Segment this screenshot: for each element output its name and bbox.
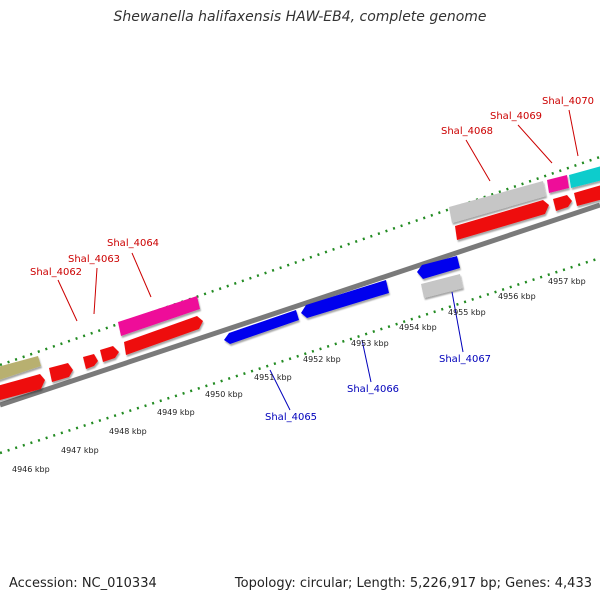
cds-reverse-4066: [301, 280, 389, 318]
cds-forward-4068: [455, 200, 549, 240]
label-line-4066: [361, 339, 372, 383]
kbp-label-4948: 4948 kbp: [109, 427, 147, 436]
cds-forward-small-4069: [553, 195, 572, 211]
label-line-4065: [269, 369, 291, 411]
label-line-4064: [131, 252, 152, 298]
accession-text: Accession: NC_010334: [9, 576, 157, 591]
cds-reverse-4065: [224, 310, 299, 344]
forward-features: [0, 166, 600, 401]
gene-label-shal-4065[interactable]: Shal_4065: [265, 412, 317, 423]
gene-label-shal-4070[interactable]: Shal_4070: [542, 96, 594, 107]
gene-label-shal-4069[interactable]: Shal_4069: [490, 111, 542, 122]
kbp-label-4955: 4955 kbp: [448, 308, 486, 317]
label-line-4067: [451, 291, 464, 353]
gene-label-shal-4066[interactable]: Shal_4066: [347, 384, 399, 395]
cds-pink-4064: [118, 296, 200, 336]
cds-forward-small-2: [83, 354, 98, 369]
cds-forward-4062-left: [0, 374, 45, 401]
label-line-4070: [568, 109, 579, 157]
backbone: [0, 202, 600, 408]
gene-label-shal-4068[interactable]: Shal_4068: [441, 126, 493, 137]
cds-grey-reverse: [421, 274, 463, 298]
reverse-dotted-track: [0, 256, 600, 455]
kbp-label-4947: 4947 kbp: [61, 446, 99, 455]
label-line-4062: [57, 279, 78, 322]
cds-olive-left: [0, 356, 41, 380]
kbp-label-4950: 4950 kbp: [205, 390, 243, 399]
reverse-features: [224, 256, 463, 344]
page-title: Shewanella halifaxensis HAW-EB4, complet…: [113, 9, 487, 25]
cds-forward-4064: [124, 316, 203, 355]
cds-pink-4069: [547, 175, 569, 193]
gene-label-shal-4067[interactable]: Shal_4067: [439, 354, 491, 365]
forward-dotted-track: [0, 155, 600, 367]
kbp-label-4946: 4946 kbp: [12, 465, 50, 474]
cds-grey-4068: [449, 181, 546, 223]
label-line-4069: [517, 124, 553, 164]
gene-label-shal-4062[interactable]: Shal_4062: [30, 267, 82, 278]
kbp-label-4953: 4953 kbp: [351, 339, 389, 348]
label-line-4068: [465, 139, 491, 182]
kbp-label-4951: 4951 kbp: [254, 373, 292, 382]
kbp-label-4949: 4949 kbp: [157, 408, 195, 417]
cds-forward-4070: [574, 185, 600, 206]
forward-tick-track: [0, 155, 600, 367]
kbp-label-4957: 4957 kbp: [548, 277, 586, 286]
label-line-4063: [93, 267, 98, 315]
topology-text: Topology: circular; Length: 5,226,917 bp…: [234, 576, 592, 591]
cds-forward-small-1: [49, 363, 73, 382]
gene-label-shal-4063[interactable]: Shal_4063: [68, 254, 120, 265]
reverse-gene-label-lines: [269, 291, 464, 411]
cds-reverse-4067: [417, 256, 460, 279]
cds-cyan-4070: [569, 166, 600, 188]
forward-gene-label-lines: [57, 109, 579, 322]
kbp-label-4952: 4952 kbp: [303, 355, 341, 364]
gene-label-shal-4064[interactable]: Shal_4064: [107, 238, 159, 249]
kbp-label-4954: 4954 kbp: [399, 323, 437, 332]
reverse-tick-track: [0, 256, 600, 455]
forward-gene-labels: Shal_4062 Shal_4063 Shal_4064 Shal_4068 …: [30, 96, 594, 278]
kbp-label-4956: 4956 kbp: [498, 292, 536, 301]
backbone-line: [0, 202, 600, 408]
cds-forward-small-3: [100, 346, 119, 362]
kbp-tick-labels: 4946 kbp 4947 kbp 4948 kbp 4949 kbp 4950…: [12, 277, 586, 474]
reverse-gene-labels: Shal_4065 Shal_4066 Shal_4067: [265, 354, 491, 423]
